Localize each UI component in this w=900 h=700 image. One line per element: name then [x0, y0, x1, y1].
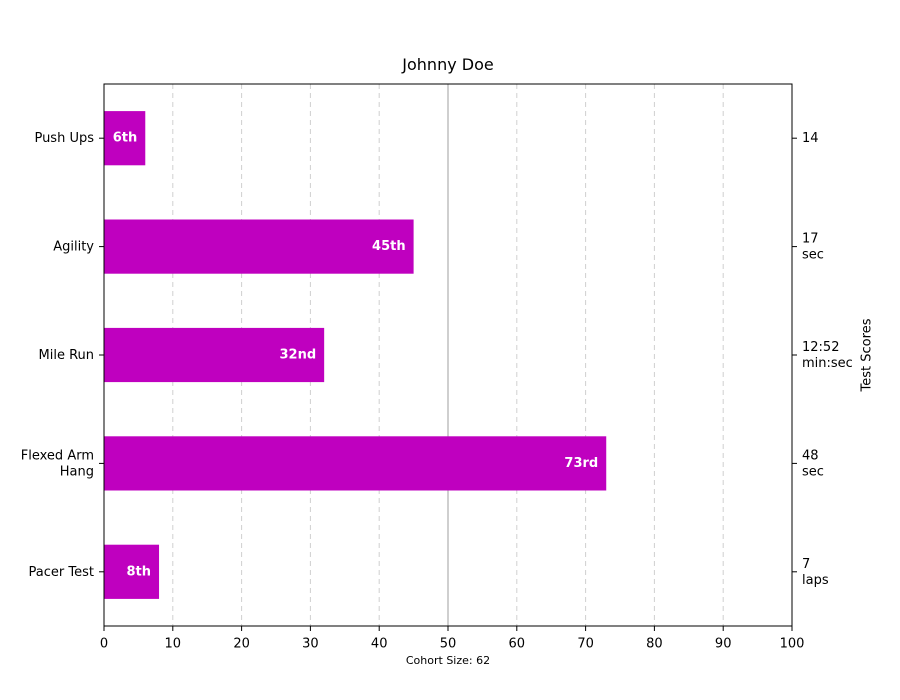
bar-label: 6th	[113, 131, 138, 146]
y-tick-label: Push Ups	[34, 131, 94, 146]
x-tick-label: 80	[646, 637, 663, 652]
x-tick-label: 60	[509, 637, 526, 652]
y-axis-label-right: Test Scores	[860, 318, 875, 392]
bar	[104, 219, 414, 274]
x-tick-label: 20	[233, 637, 250, 652]
score-label: 14	[802, 131, 819, 146]
bar	[104, 436, 607, 491]
x-tick-label: 70	[577, 637, 594, 652]
bar	[104, 327, 325, 383]
x-tick-label: 0	[100, 637, 108, 652]
y-tick-label: Agility	[53, 239, 94, 254]
y-tick-label: Pacer Test	[29, 564, 94, 579]
y-tick-label: Mile Run	[39, 348, 95, 363]
score-label: 17 sec	[802, 231, 824, 262]
labels-layer: 8th 73rd 32nd 45th 6th 0 10 20 30 40 50 60 70 80 90 100…	[21, 55, 875, 667]
grid-layer	[172, 84, 724, 626]
bars-layer	[104, 111, 607, 599]
x-tick-label: 90	[715, 637, 732, 652]
x-tick-label: 40	[371, 637, 388, 652]
x-tick-label: 50	[440, 637, 457, 652]
bar-label: 32nd	[280, 348, 317, 363]
score-label: 7 laps	[802, 556, 829, 587]
score-label: 48 sec	[802, 448, 824, 479]
y-tick-label: Flexed Arm Hang	[21, 448, 94, 479]
axes-layer	[99, 83, 797, 631]
bar-label: 45th	[372, 239, 406, 254]
bar	[104, 111, 146, 166]
bar	[104, 544, 160, 599]
bar-label: 8th	[127, 564, 152, 579]
x-tick-label: 30	[302, 637, 319, 652]
x-axis-label: Cohort Size: 62	[406, 654, 490, 667]
x-tick-label: 10	[165, 637, 182, 652]
bar-label: 73rd	[564, 456, 598, 471]
chart-title: Johnny Doe	[401, 55, 493, 74]
x-tick-label: 100	[780, 637, 805, 652]
score-label: 12:52 min:sec	[802, 340, 853, 371]
